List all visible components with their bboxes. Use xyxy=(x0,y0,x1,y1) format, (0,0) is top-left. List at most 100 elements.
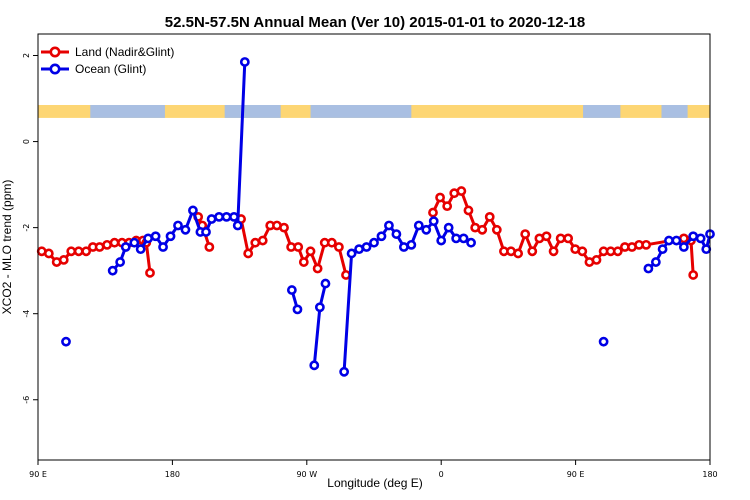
land-ocean-band xyxy=(38,105,710,118)
data-point xyxy=(688,270,699,280)
data-point xyxy=(232,220,243,231)
data-point xyxy=(671,235,682,246)
data-point xyxy=(214,211,224,222)
data-point xyxy=(250,237,261,248)
x-tick-label: 90 W xyxy=(296,470,317,479)
data-point xyxy=(513,248,524,259)
data-point xyxy=(43,248,54,259)
x-tick-label: 90 E xyxy=(567,470,585,479)
data-point xyxy=(129,237,140,248)
data-point xyxy=(73,246,84,257)
data-point xyxy=(341,270,351,280)
data-point xyxy=(443,222,454,233)
legend-label-land: Land (Nadir&Glint) xyxy=(75,45,174,59)
data-point xyxy=(204,242,215,252)
x-tick-label: 0 xyxy=(439,470,444,479)
data-point xyxy=(339,366,350,377)
data-point xyxy=(484,211,495,222)
data-point xyxy=(442,201,453,212)
data-point xyxy=(173,220,183,231)
data-point xyxy=(109,237,120,248)
data-point xyxy=(428,216,439,227)
series-line xyxy=(647,233,712,270)
data-point xyxy=(398,242,409,252)
x-axis: 90 E 180 90 W 0 90 E 180 xyxy=(29,460,718,479)
data-point xyxy=(421,224,432,235)
data-point xyxy=(641,239,652,250)
data-point xyxy=(451,233,462,244)
x-tick-label: 180 xyxy=(702,470,717,479)
x-tick-label: 180 xyxy=(165,470,180,479)
data-point xyxy=(688,231,699,242)
data-point xyxy=(257,235,268,246)
legend-label-ocean: Ocean (Glint) xyxy=(75,62,146,76)
data-point xyxy=(201,227,211,237)
data-point xyxy=(650,257,661,267)
data-point xyxy=(81,246,92,257)
data-point xyxy=(361,242,372,252)
data-point xyxy=(334,242,344,252)
data-point xyxy=(678,242,689,252)
data-point xyxy=(413,220,424,231)
data-point xyxy=(314,302,325,313)
legend-marker-land xyxy=(49,46,61,58)
data-point xyxy=(466,237,476,248)
y-tick-label: -6 xyxy=(22,396,31,404)
data-point xyxy=(612,246,623,257)
data-point xyxy=(384,220,394,231)
plot-series xyxy=(36,57,715,377)
y-tick-label: -4 xyxy=(22,310,31,318)
data-point xyxy=(577,246,588,257)
data-point xyxy=(188,205,198,216)
data-point xyxy=(145,267,155,278)
data-point xyxy=(286,285,297,295)
ocean-band-segment xyxy=(224,105,281,118)
data-point xyxy=(66,246,77,257)
x-tick-label: 90 E xyxy=(29,470,47,479)
data-point xyxy=(94,242,105,252)
data-point xyxy=(120,242,131,252)
data-point xyxy=(320,278,331,289)
data-point xyxy=(657,244,668,255)
data-point xyxy=(143,233,154,244)
data-point xyxy=(58,255,69,265)
data-point xyxy=(555,233,566,244)
data-point xyxy=(643,263,654,274)
data-point xyxy=(436,235,447,246)
data-point xyxy=(239,57,250,67)
data-point xyxy=(428,207,438,218)
data-point xyxy=(115,257,126,267)
data-point xyxy=(279,222,289,233)
data-point xyxy=(312,263,323,274)
data-point xyxy=(406,239,417,250)
data-point xyxy=(463,205,474,216)
data-point xyxy=(135,244,146,255)
data-point xyxy=(541,231,552,242)
data-point xyxy=(158,242,168,252)
data-point xyxy=(346,248,357,259)
data-point xyxy=(107,265,118,276)
ocean-band-segment xyxy=(583,105,621,118)
data-point xyxy=(298,257,309,267)
y-tick-label: -2 xyxy=(22,224,31,232)
data-point xyxy=(102,239,112,250)
plot-frame xyxy=(37,33,711,461)
data-point xyxy=(293,242,304,252)
data-point xyxy=(548,246,559,257)
data-point xyxy=(305,246,316,257)
data-point xyxy=(369,237,379,248)
data-point xyxy=(221,211,232,222)
data-point xyxy=(477,224,488,235)
data-point xyxy=(456,186,467,196)
data-point xyxy=(243,248,254,259)
y-tick-label: 2 xyxy=(22,53,31,58)
data-point xyxy=(354,244,364,255)
data-point xyxy=(664,235,674,246)
data-point xyxy=(563,233,574,244)
ocean-band-segment xyxy=(310,105,412,118)
data-point xyxy=(292,304,303,315)
data-point xyxy=(598,336,609,347)
data-point xyxy=(520,229,531,239)
data-point xyxy=(458,233,469,244)
ocean-band-segment xyxy=(90,105,165,118)
